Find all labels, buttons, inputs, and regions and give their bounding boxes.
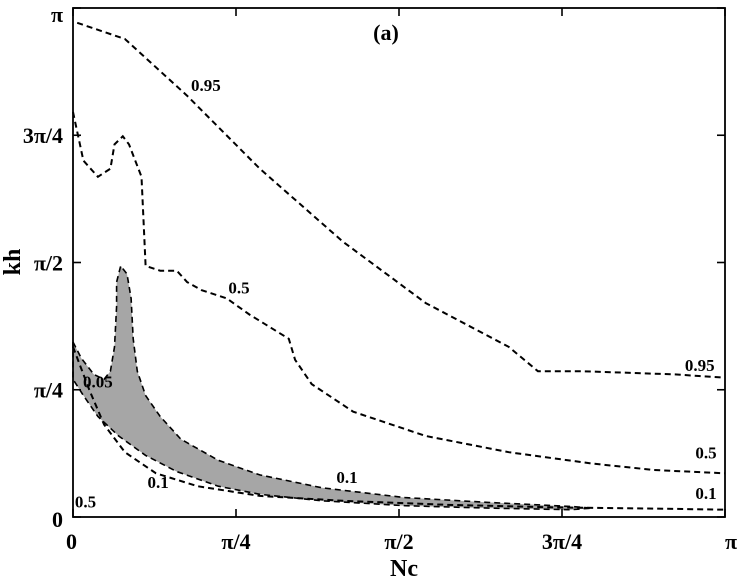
contour-label: 0.5: [75, 492, 96, 511]
y-axis-title: kh: [0, 249, 26, 276]
y-tick-label: π/2: [34, 250, 63, 275]
contour-label: 0.1: [336, 468, 357, 487]
contour-label: 0.1: [695, 484, 716, 503]
x-tick-label: π: [725, 529, 737, 554]
panel-label: (a): [373, 20, 399, 45]
plot-frame: [72, 7, 726, 518]
contour-line-0.95: [76, 21, 725, 379]
x-tick-label: 0: [66, 529, 77, 554]
contour-label: 0.95: [191, 76, 221, 95]
plot-area: 0.95 0.5 0.05 0.1 0.1 0.5 0.95 0.5 0.1: [72, 21, 725, 511]
contour-label: 0.1: [147, 473, 168, 492]
contour-label: 0.05: [83, 372, 113, 391]
y-tick-label: 0: [52, 507, 63, 532]
y-tick-label: π/4: [34, 378, 63, 403]
tick-labels: 0 π/4 π/2 3π/4 π 0 π/4 π/2 3π/4 π: [23, 2, 737, 554]
contour-line-0.5: [72, 111, 725, 475]
y-tick-label: π: [51, 2, 63, 27]
contour-label: 0.5: [695, 444, 716, 463]
x-axis-title: Nc: [390, 556, 418, 581]
x-tick-label: π/4: [221, 529, 250, 554]
y-tick-label: 3π/4: [23, 123, 63, 148]
contour-line-0.1: [72, 346, 725, 511]
contour-label: 0.95: [685, 356, 715, 375]
contour-label: 0.5: [228, 278, 249, 297]
x-tick-label: 3π/4: [542, 529, 582, 554]
shaded-region: [72, 264, 592, 511]
x-tick-label: π/2: [384, 529, 413, 554]
